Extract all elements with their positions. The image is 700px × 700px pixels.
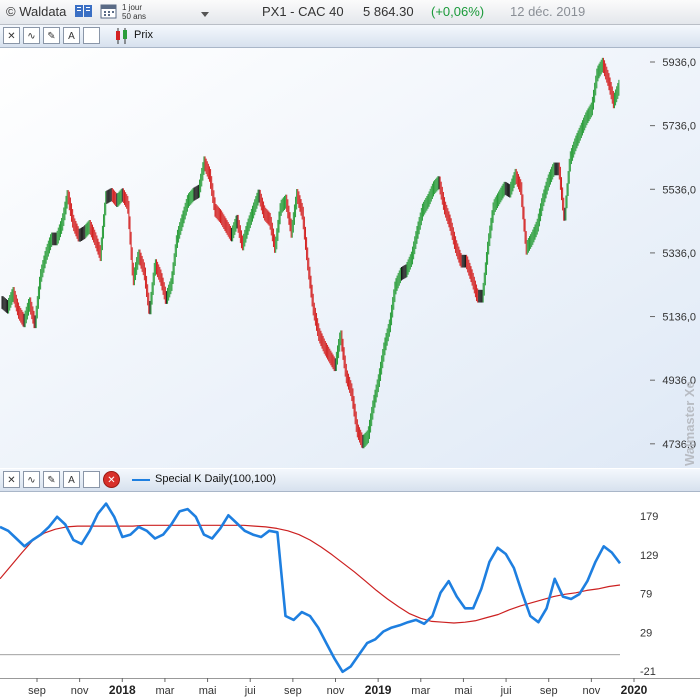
x-tick: nov — [582, 685, 600, 697]
drawing-icon[interactable]: ✎ — [43, 471, 60, 488]
indicator-icon[interactable]: ∿ — [23, 471, 40, 488]
x-tick: 2019 — [365, 683, 392, 697]
price-y-tick: 4736,0 — [662, 439, 696, 451]
calendar-icon[interactable] — [100, 3, 118, 21]
x-tick: sep — [540, 685, 558, 697]
price-bars — [1, 57, 620, 449]
price-y-tick: 5536,0 — [662, 184, 696, 196]
special-k-line — [0, 502, 622, 674]
x-tick: mar — [155, 685, 174, 697]
chevron-down-icon[interactable] — [201, 12, 209, 17]
line-legend-icon — [132, 479, 150, 481]
x-tick: nov — [327, 685, 345, 697]
tools-icon[interactable]: ✕ — [3, 471, 20, 488]
instrument-name: PX1 - CAC 40 — [262, 4, 344, 19]
price-panel-toolbar: ✕ ∿ ✎ A Prix — [0, 25, 700, 48]
text-icon[interactable]: A — [63, 471, 80, 488]
price-y-axis: 5936,0 5736,0 5536,0 5336,0 5136,0 4936,0 4736… — [650, 57, 696, 451]
price-y-tick: 5936,0 — [662, 57, 696, 69]
indicator-y-tick: 179 — [640, 511, 658, 523]
indicator-label: Special K Daily(100,100) — [155, 473, 277, 485]
signal-line — [0, 524, 621, 624]
x-axis: sep nov 2018 mar mai jui sep nov 2019 mar mai jui se… — [28, 678, 648, 697]
close-icon[interactable]: ✕ — [103, 471, 120, 488]
indicator-icon[interactable]: ∿ — [23, 27, 40, 44]
watermark: Walmaster Xe — [682, 381, 697, 466]
indicator-y-axis: 179 129 79 29 -21 — [640, 511, 658, 678]
x-tick: sep — [28, 685, 46, 697]
last-price: 5 864.30 — [363, 4, 414, 19]
indicator-panel-toolbar: ✕ ∿ ✎ A ✕ Special K Daily(100,100) — [0, 469, 700, 492]
x-tick: jui — [244, 685, 256, 697]
x-tick: 2018 — [109, 683, 136, 697]
price-y-tick: 4936,0 — [662, 375, 696, 387]
price-change: (+0,06%) — [431, 4, 485, 19]
x-tick: mai — [199, 685, 217, 697]
period-selector[interactable]: 1 jour 50 ans — [122, 3, 146, 21]
text-icon[interactable]: A — [63, 27, 80, 44]
x-tick: sep — [284, 685, 302, 697]
drawing-icon[interactable]: ✎ — [43, 27, 60, 44]
price-y-tick: 5736,0 — [662, 121, 696, 133]
quote-date: 12 déc. 2019 — [510, 4, 586, 19]
x-tick: mar — [411, 685, 430, 697]
price-y-tick: 5336,0 — [662, 248, 696, 260]
x-tick: 2020 — [621, 683, 648, 697]
indicator-y-tick: 79 — [640, 589, 652, 601]
header-bar: © Waldata 1 jour 50 ans PX1 - CAC 40 5 8… — [0, 0, 700, 25]
price-label: Prix — [134, 29, 153, 41]
x-tick: mai — [455, 685, 473, 697]
window-icon[interactable] — [83, 27, 100, 44]
indicator-y-tick: -21 — [640, 666, 656, 678]
indicator-plot-area — [0, 492, 700, 678]
tools-icon[interactable]: ✕ — [3, 27, 20, 44]
price-y-tick: 5136,0 — [662, 312, 696, 324]
indicator-y-tick: 29 — [640, 627, 652, 639]
period-line-1: 1 jour — [122, 3, 143, 12]
x-tick: nov — [71, 685, 89, 697]
x-tick: jui — [500, 685, 512, 697]
candlestick-icon — [116, 28, 127, 44]
period-line-2: 50 ans — [122, 12, 147, 21]
price-plot-area — [0, 48, 700, 468]
indicator-y-tick: 129 — [640, 550, 658, 562]
window-icon[interactable] — [83, 471, 100, 488]
book-icon[interactable] — [74, 3, 94, 21]
waldata-logo: © Waldata — [6, 4, 67, 19]
